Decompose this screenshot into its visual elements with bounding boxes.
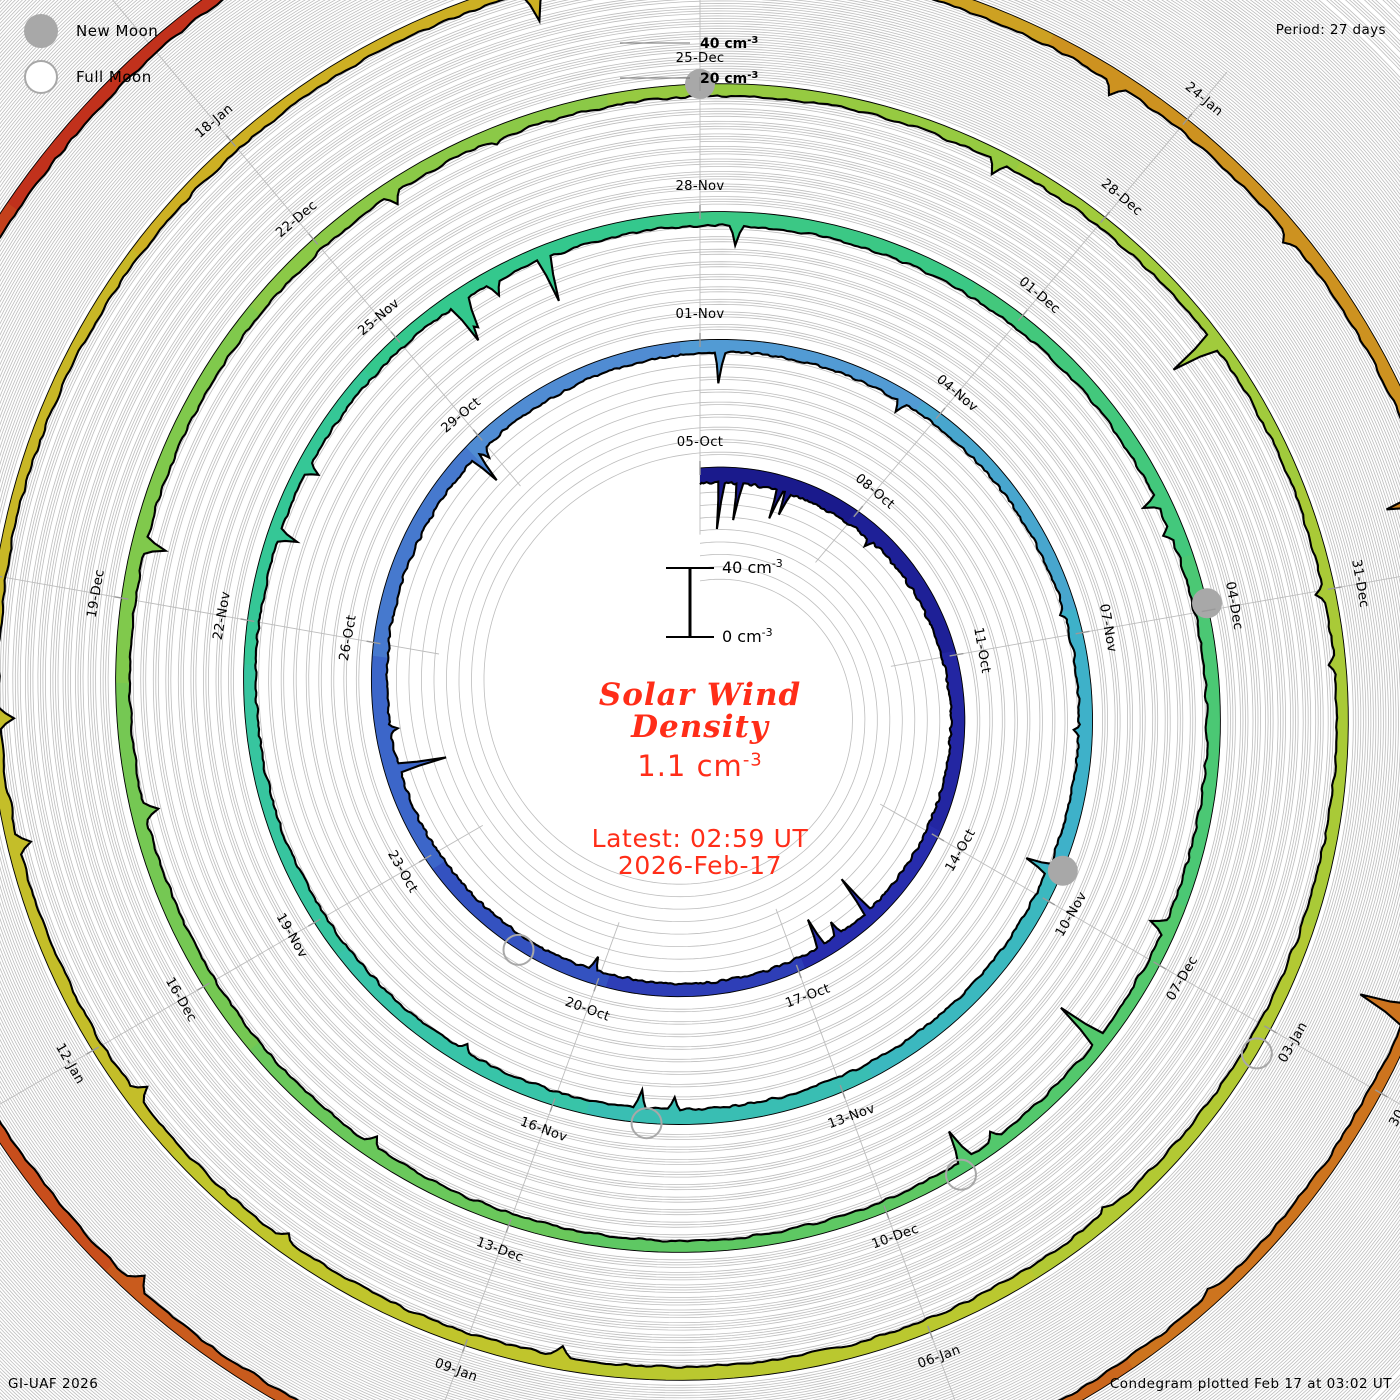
date-label: 26-Oct — [337, 614, 360, 662]
radial-axis: 40 cm-3 20 cm-3 — [620, 35, 758, 88]
footer-credit: GI-UAF 2026 — [8, 1376, 99, 1392]
legend-label-new-moon: New Moon — [76, 22, 159, 40]
legend-item-full-moon: Full Moon — [24, 54, 158, 100]
period-text: Period: 27 days — [1275, 22, 1386, 38]
date-label: 06-Jan — [916, 1343, 963, 1372]
date-label: 16-Nov — [518, 1115, 569, 1146]
footer-timestamp: Condegram plotted Feb 17 at 03:02 UT — [1109, 1376, 1392, 1392]
new-moon-icon — [24, 14, 58, 48]
legend-item-new-moon: New Moon — [24, 8, 158, 54]
date-label: 28-Nov — [675, 179, 724, 194]
scale-bar-label: 40 cm-3 — [722, 557, 783, 578]
scale-bar: 40 cm-3 0 cm-3 — [666, 557, 783, 647]
full-moon-icon — [24, 60, 58, 94]
moon-legend: New Moon Full Moon — [24, 8, 158, 100]
scale-bar-label: 0 cm-3 — [722, 626, 773, 647]
date-label: 01-Nov — [675, 307, 724, 322]
date-label: 17-Oct — [783, 981, 832, 1011]
date-label: 23-Oct — [384, 848, 420, 896]
date-label: 09-Jan — [432, 1356, 479, 1385]
legend-label-full-moon: Full Moon — [76, 68, 152, 86]
radial-axis-label: 40 cm-3 — [700, 35, 758, 53]
date-label: 20-Oct — [563, 995, 612, 1025]
date-label: 05-Oct — [677, 435, 724, 450]
date-label: 25-Dec — [676, 51, 725, 66]
radial-axis-label: 20 cm-3 — [700, 70, 758, 88]
date-label: 13-Dec — [474, 1235, 525, 1266]
